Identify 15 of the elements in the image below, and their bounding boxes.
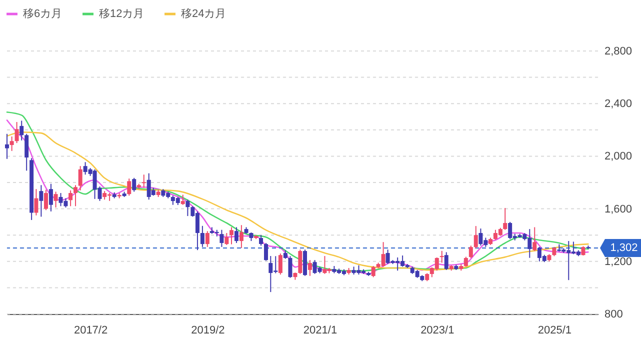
x-tick-label: 2017/2 (74, 324, 108, 336)
y-tick-label: 2,800 (604, 46, 632, 58)
y-tick-label: 800 (604, 308, 623, 320)
legend-label: 移24カ月 (181, 8, 226, 20)
x-tick-label: 2023/1 (420, 324, 454, 336)
y-tick-label: 2,000 (604, 150, 632, 163)
legend-label: 移6カ月 (23, 8, 62, 20)
y-tick-label: 2,400 (604, 98, 632, 110)
x-tick-label: 2025/1 (538, 324, 572, 336)
ref-line-label: 1,302 (610, 242, 638, 254)
y-tick-label: 1,200 (604, 256, 632, 268)
legend-label: 移12カ月 (99, 8, 144, 20)
x-tick-label: 2019/2 (191, 324, 225, 336)
y-tick-label: 1,600 (604, 203, 632, 216)
x-tick-label: 2021/1 (303, 324, 338, 336)
